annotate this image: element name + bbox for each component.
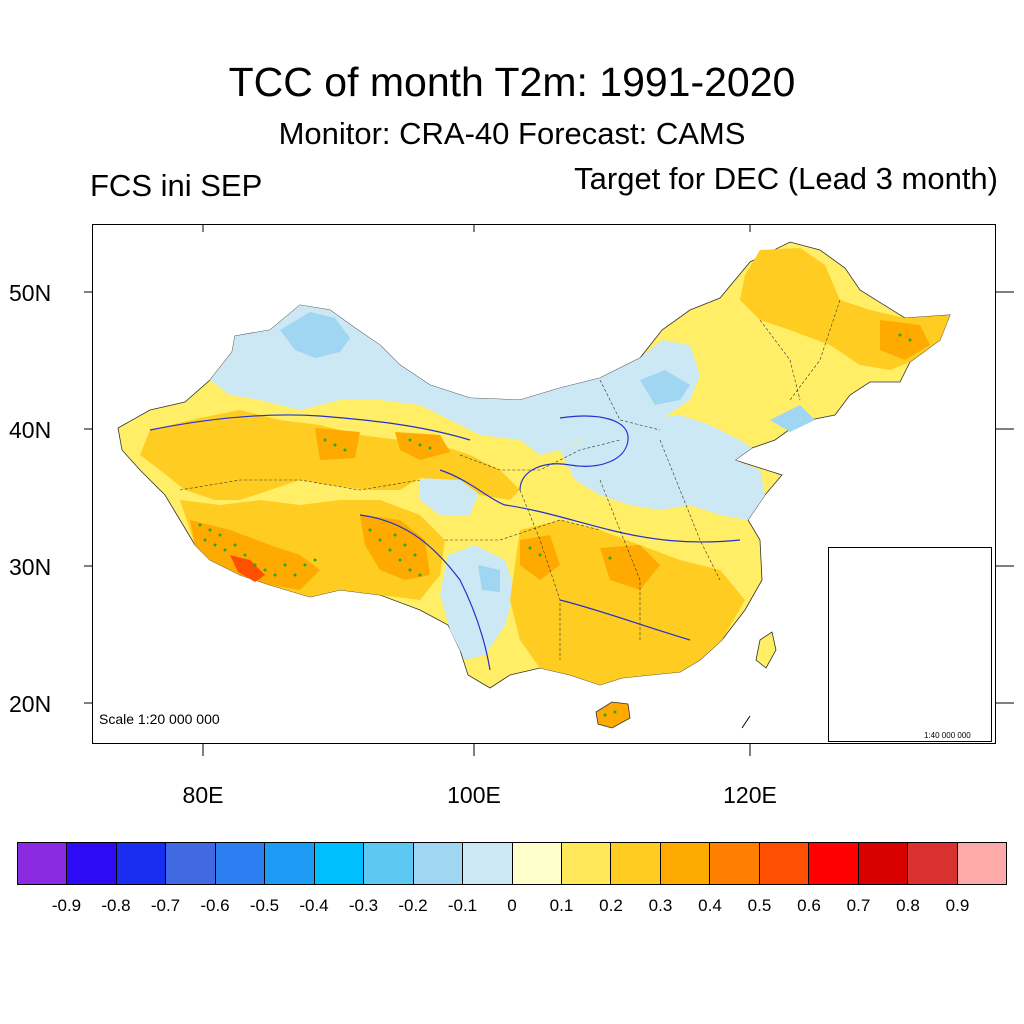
colorbar [17, 842, 1007, 885]
colorbar-swatch [611, 843, 661, 884]
colorbar-swatch [561, 843, 612, 884]
colorbar-swatch [166, 843, 216, 884]
lon-label-120e: 120E [723, 782, 777, 808]
region-positive-south-deep [520, 535, 560, 580]
lat-label-30n: 30N [9, 554, 52, 580]
colorbar-swatch [809, 843, 859, 884]
inset-scale-label: 1:40 000 000 [924, 731, 971, 740]
colorbar-tick-label: -0.3 [348, 896, 379, 915]
colorbar-tick-label: -0.7 [150, 896, 181, 915]
region-positive-qaidam-deep [395, 432, 450, 460]
colorbar-tick-label: 0.6 [797, 896, 821, 915]
colorbar-swatch [314, 843, 365, 884]
colorbar-tick-label: -0.4 [299, 896, 329, 915]
colorbar-swatch [364, 843, 414, 884]
region-negative-north-deeper [280, 312, 350, 358]
colorbar-swatch [710, 843, 760, 884]
region-positive-northeast-deep [880, 320, 930, 360]
colorbar-tick-label: 0 [507, 896, 517, 915]
colorbar-swatch [512, 843, 562, 884]
rivers [149, 414, 741, 671]
region-negative-north-2 [640, 370, 690, 405]
map-subtitle: Monitor: CRA-40 Forecast: CAMS [278, 116, 746, 151]
colorbar-tick-label: 0.9 [945, 896, 970, 915]
region-positive-tarim-deep [315, 428, 360, 460]
colorbar-tick-label: -0.9 [51, 896, 82, 915]
region-positive-south-deep2 [600, 545, 660, 590]
colorbar-tick-label: 0.4 [698, 896, 722, 915]
colorbar-tick-label: -0.1 [447, 896, 478, 915]
colorbar-swatch [265, 843, 315, 884]
lon-label-100e: 100E [447, 782, 501, 808]
region-positive-hotspot [230, 555, 265, 582]
colorbar-swatch [957, 843, 1007, 884]
lat-label-20n: 20N [9, 691, 52, 717]
colorbar-swatch [215, 843, 266, 884]
colorbar-tick-label: -0.8 [101, 896, 131, 915]
map-frame [92, 224, 996, 744]
colorbar-swatch [660, 843, 711, 884]
region-negative-east-deeper [770, 405, 815, 432]
taiwan-island [755, 631, 777, 669]
init-label: FCS ini SEP [90, 168, 263, 203]
colorbar-tick-label: 0.2 [599, 896, 623, 915]
colorbar-tick-label: -0.2 [398, 896, 428, 915]
map-title: TCC of month T2m: 1991-2020 [228, 59, 796, 105]
colorbar-swatch [116, 843, 167, 884]
colorbar-tick-label: -0.6 [200, 896, 230, 915]
significance-dots [198, 333, 912, 717]
region-positive-south [510, 520, 745, 685]
region-positive-tibet-deep2 [360, 515, 430, 580]
colorbar-tick-label: -0.5 [249, 896, 280, 915]
region-negative-southwest-deeper [478, 565, 500, 592]
colorbar-swatch [18, 843, 68, 884]
colorbar-tick-label: 0.7 [846, 896, 871, 915]
colorbar-tick-label: 0.8 [896, 896, 920, 915]
lon-label-80e: 80E [182, 782, 224, 808]
frame-ticks [84, 224, 1014, 756]
lat-label-50n: 50N [9, 280, 52, 306]
colorbar-swatch [858, 843, 909, 884]
colorbar-tick-label: 0.1 [549, 896, 574, 915]
colorbar-tick-label: 0.3 [648, 896, 673, 915]
south-china-sea-inset [828, 547, 992, 742]
colorbar-swatch [463, 843, 513, 884]
colorbar-swatch [759, 843, 810, 884]
target-label: Target for DEC (Lead 3 month) [574, 161, 998, 196]
region-positive-tibet-deep [190, 520, 320, 590]
province-borders [179, 299, 841, 660]
hainan-island [595, 701, 631, 729]
region-negative-east [560, 415, 765, 520]
colorbar-swatch [413, 843, 464, 884]
colorbar-swatch [67, 843, 117, 884]
colorbar-swatch [908, 843, 958, 884]
map-scale-label: Scale 1:20 000 000 [99, 711, 220, 727]
colorbar-tick-label: 0.5 [747, 896, 772, 915]
lat-label-40n: 40N [9, 417, 52, 443]
